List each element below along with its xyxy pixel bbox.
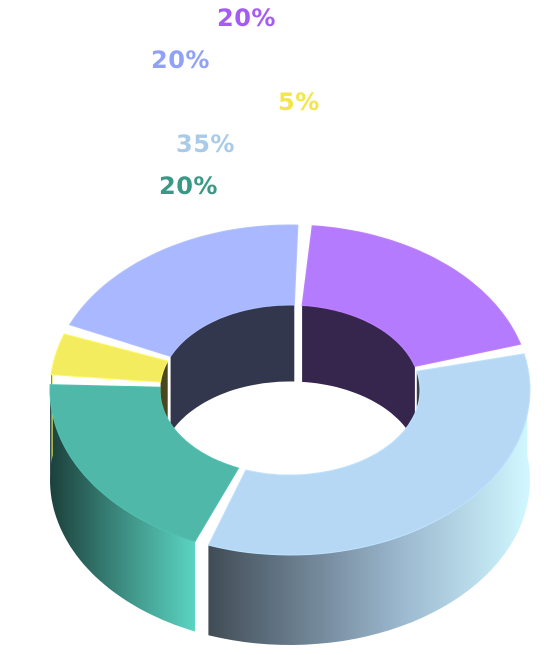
slice-1 (301, 225, 522, 367)
slice-3 (50, 333, 169, 383)
slice-5 (49, 384, 240, 543)
slice-inner-wall-2 (170, 305, 295, 433)
data-label-3: 5% (278, 88, 320, 116)
data-label-1: 20% (217, 4, 276, 32)
data-label-4: 35% (176, 130, 235, 158)
slice-outer-wall-5 (50, 384, 195, 632)
slice-4 (207, 353, 531, 556)
slice-2 (68, 224, 299, 357)
slice-inner-wall-1 (302, 305, 415, 443)
data-label-5: 20% (159, 172, 218, 200)
slice-outer-wall-4 (208, 365, 530, 645)
data-label-2: 20% (151, 46, 210, 74)
